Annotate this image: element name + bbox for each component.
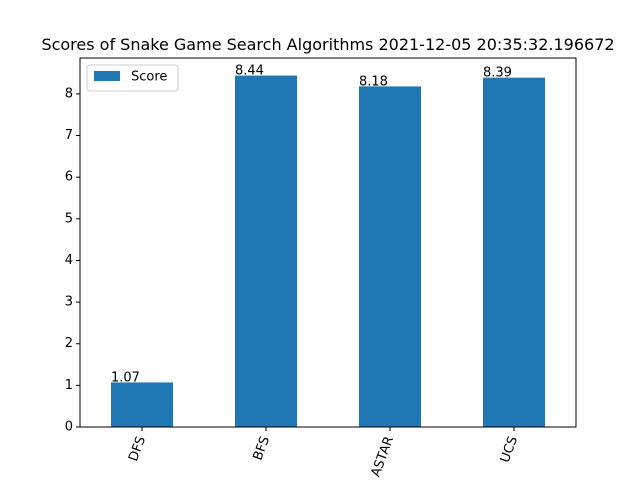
bar-ucs — [483, 77, 545, 427]
data-label-bfs: 8.44 — [235, 64, 264, 79]
data-labels-group: 1.07 8.44 8.18 8.39 — [111, 64, 512, 386]
y-tick-label: 5 — [65, 211, 73, 226]
bar-bfs — [235, 75, 297, 428]
y-axis: 0 1 2 3 4 5 6 7 8 — [65, 86, 80, 435]
x-tick-label-ucs: UCS — [498, 434, 521, 464]
y-tick-label: 2 — [65, 336, 73, 351]
bar-astar — [359, 86, 421, 427]
legend-swatch — [94, 71, 120, 81]
bars-group — [111, 75, 545, 428]
data-label-dfs: 1.07 — [111, 370, 140, 385]
y-tick-label: 8 — [65, 86, 73, 101]
y-tick-label: 0 — [65, 420, 73, 435]
y-tick-label: 1 — [65, 378, 73, 393]
y-tick-label: 4 — [65, 253, 73, 268]
data-label-astar: 8.18 — [359, 74, 388, 89]
x-axis: DFS BFS ASTAR UCS — [126, 427, 521, 479]
plot-frame — [79, 57, 577, 428]
bar-dfs — [111, 382, 173, 427]
x-tick-label-bfs: BFS — [251, 434, 273, 462]
x-tick-label-dfs: DFS — [126, 434, 149, 463]
legend-label: Score — [131, 70, 167, 85]
y-tick-label: 3 — [65, 295, 73, 310]
chart-title: Scores of Snake Game Search Algorithms 2… — [41, 35, 614, 54]
legend: Score — [86, 64, 179, 92]
y-tick-label: 6 — [65, 170, 73, 185]
y-tick-label: 7 — [65, 128, 73, 143]
x-tick-label-astar: ASTAR — [369, 434, 397, 479]
data-label-ucs: 8.39 — [483, 66, 512, 81]
